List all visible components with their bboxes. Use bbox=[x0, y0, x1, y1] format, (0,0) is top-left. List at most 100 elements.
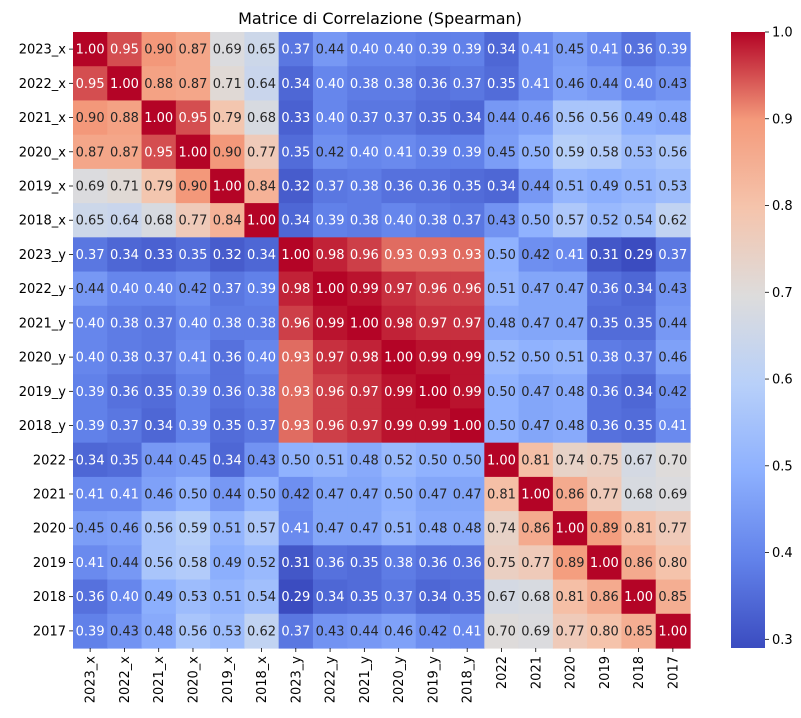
heatmap-cell bbox=[415, 579, 451, 615]
heatmap-cell bbox=[107, 168, 143, 204]
cell-value-label: 0.34 bbox=[247, 248, 276, 263]
heatmap-cell bbox=[175, 134, 211, 170]
y-tick-label: 2018 bbox=[33, 590, 66, 605]
cell-value-label: 0.88 bbox=[110, 111, 139, 126]
cell-value-label: 0.95 bbox=[76, 77, 105, 92]
heatmap-cell bbox=[210, 271, 245, 307]
cell-value-label: 0.50 bbox=[178, 488, 207, 503]
heatmap-cell bbox=[415, 100, 451, 136]
heatmap-cell bbox=[450, 203, 485, 238]
heatmap-cell bbox=[484, 476, 520, 512]
cell-value-label: 0.43 bbox=[658, 282, 687, 297]
heatmap-cell bbox=[621, 374, 657, 410]
cell-value-label: 0.37 bbox=[76, 248, 105, 263]
heatmap-cell bbox=[621, 237, 657, 273]
heatmap-cell bbox=[244, 545, 280, 581]
cell-value-label: 0.98 bbox=[316, 248, 345, 263]
heatmap-cell bbox=[278, 168, 314, 204]
heatmap-cell bbox=[587, 203, 623, 238]
cell-value-label: 0.31 bbox=[590, 248, 619, 263]
heatmap-cell bbox=[552, 340, 588, 375]
cell-value-label: 0.49 bbox=[144, 590, 173, 605]
heatmap-cell bbox=[587, 511, 623, 546]
cell-value-label: 0.64 bbox=[110, 214, 139, 229]
y-tick-label: 2019 bbox=[33, 556, 66, 571]
heatmap-cell bbox=[552, 271, 588, 307]
cell-value-label: 0.38 bbox=[213, 316, 242, 331]
heatmap-cell bbox=[107, 442, 143, 478]
cell-value-label: 0.47 bbox=[418, 488, 447, 503]
x-tick-label: 2023_x bbox=[84, 656, 99, 704]
heatmap-cell bbox=[244, 408, 280, 444]
cell-value-label: 0.96 bbox=[316, 419, 345, 434]
cell-value-label: 0.41 bbox=[384, 145, 413, 160]
cell-value-label: 0.43 bbox=[110, 624, 139, 639]
heatmap-cell bbox=[210, 100, 245, 136]
cell-value-label: 0.44 bbox=[590, 77, 619, 92]
heatmap-cell bbox=[552, 237, 588, 273]
y-tick-label: 2022_y bbox=[19, 282, 67, 297]
heatmap-cell bbox=[210, 66, 245, 102]
cell-value-label: 0.59 bbox=[178, 522, 207, 537]
cell-value-label: 0.36 bbox=[418, 556, 447, 571]
cell-value-label: 0.74 bbox=[556, 453, 585, 468]
cell-value-label: 1.00 bbox=[487, 453, 516, 468]
heatmap-cell bbox=[73, 408, 108, 444]
heatmap-cell bbox=[450, 237, 485, 273]
heatmap-cell bbox=[141, 579, 177, 615]
cell-value-label: 0.39 bbox=[658, 43, 687, 58]
cell-value-label: 0.89 bbox=[590, 522, 619, 537]
cell-value-label: 0.93 bbox=[281, 385, 310, 400]
cell-value-label: 0.70 bbox=[487, 624, 516, 639]
heatmap-cell bbox=[415, 32, 451, 67]
cell-value-label: 1.00 bbox=[178, 145, 207, 160]
y-tick-label: 2022_x bbox=[19, 77, 67, 92]
cell-value-label: 0.53 bbox=[178, 590, 207, 605]
cell-value-label: 0.38 bbox=[384, 77, 413, 92]
cell-value-label: 0.99 bbox=[453, 385, 482, 400]
heatmap-cell bbox=[175, 476, 211, 512]
cell-value-label: 0.51 bbox=[624, 180, 653, 195]
cell-value-label: 0.48 bbox=[350, 453, 379, 468]
cell-value-label: 0.41 bbox=[178, 351, 207, 366]
heatmap-cell bbox=[278, 271, 314, 307]
cell-value-label: 0.34 bbox=[624, 385, 653, 400]
cell-value-label: 0.48 bbox=[453, 522, 482, 537]
heatmap-cell bbox=[484, 442, 520, 478]
heatmap-cell bbox=[141, 408, 177, 444]
heatmap-cell bbox=[552, 613, 588, 649]
x-tick-label: 2017 bbox=[666, 656, 681, 689]
cell-value-label: 0.42 bbox=[418, 624, 447, 639]
heatmap-cell bbox=[175, 545, 211, 581]
cell-value-label: 0.42 bbox=[178, 282, 207, 297]
cell-value-label: 0.85 bbox=[658, 590, 687, 605]
y-tick-label: 2019_y bbox=[19, 385, 67, 400]
heatmap-cell bbox=[621, 511, 657, 546]
cell-value-label: 1.00 bbox=[281, 248, 310, 263]
cell-value-label: 0.95 bbox=[178, 111, 207, 126]
heatmap-cell bbox=[244, 340, 280, 375]
heatmap-cell bbox=[107, 237, 143, 273]
cell-value-label: 0.44 bbox=[76, 282, 105, 297]
heatmap-cell bbox=[655, 579, 691, 615]
cell-value-label: 0.87 bbox=[178, 43, 207, 58]
y-tick-label: 2021 bbox=[33, 488, 66, 503]
heatmap-cell bbox=[450, 476, 485, 512]
heatmap-cell bbox=[73, 32, 108, 67]
heatmap-cell bbox=[518, 374, 554, 410]
cell-value-label: 0.48 bbox=[487, 316, 516, 331]
colorbar-tick-label: 0.3 bbox=[772, 633, 793, 648]
heatmap-cell bbox=[518, 545, 554, 581]
heatmap-cell bbox=[210, 613, 245, 649]
cell-value-label: 0.46 bbox=[521, 111, 550, 126]
heatmap-cell bbox=[347, 66, 383, 102]
cell-value-label: 0.41 bbox=[110, 488, 139, 503]
cell-value-label: 0.44 bbox=[144, 453, 173, 468]
cell-value-label: 0.47 bbox=[350, 488, 379, 503]
cell-value-label: 0.36 bbox=[76, 590, 105, 605]
cell-value-label: 0.50 bbox=[521, 214, 550, 229]
heatmap-cell bbox=[381, 271, 417, 307]
heatmap-cell bbox=[73, 579, 108, 615]
cell-value-label: 0.87 bbox=[110, 145, 139, 160]
cell-value-label: 0.97 bbox=[418, 316, 447, 331]
